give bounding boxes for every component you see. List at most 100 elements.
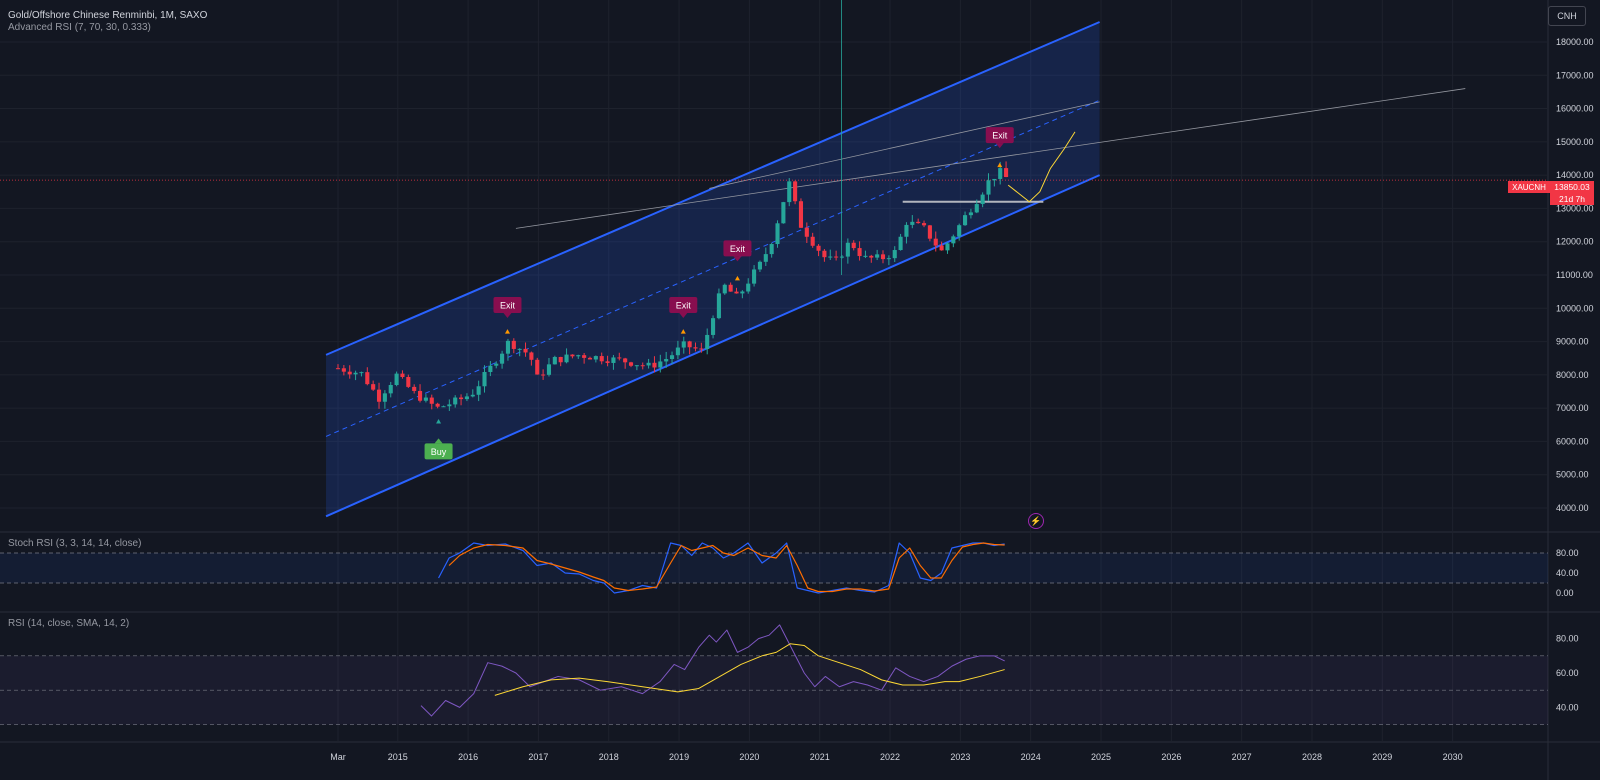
candle-body	[365, 372, 370, 385]
y-tick-label: 15000.00	[1556, 137, 1594, 147]
candle-body	[400, 373, 405, 377]
candle-body	[628, 362, 634, 366]
candle-body	[746, 283, 751, 292]
candle-body	[382, 393, 387, 402]
candle-body	[716, 293, 721, 319]
stoch-y-tick-label: 0.00	[1556, 588, 1574, 598]
candle-body	[857, 248, 862, 257]
currency-button[interactable]: CNH	[1548, 6, 1586, 26]
candle-body	[793, 181, 798, 202]
candle-body	[558, 356, 563, 363]
candle-body	[593, 356, 598, 360]
candle-body	[669, 355, 675, 360]
x-tick-label: 2020	[739, 752, 759, 762]
candle-body	[734, 291, 739, 294]
candle-body	[634, 365, 639, 367]
candle-body	[640, 365, 645, 367]
rsi-ma-line	[494, 643, 1005, 696]
exit-signal-label-box	[493, 296, 522, 313]
candle-body	[488, 365, 493, 373]
signal-marker	[997, 162, 1003, 168]
candle-body	[939, 245, 944, 251]
x-tick-label: 2025	[1091, 752, 1111, 762]
candle-body	[880, 254, 886, 260]
candle-body	[927, 225, 932, 239]
x-tick-label: 2026	[1161, 752, 1181, 762]
candle-body	[353, 372, 358, 375]
stoch-y-tick-label: 40.00	[1556, 568, 1579, 578]
candle-body	[658, 361, 663, 368]
exit-signal-label: Exit	[730, 244, 746, 254]
y-tick-label: 16000.00	[1556, 104, 1594, 114]
candle-body	[435, 403, 440, 407]
candle-body	[371, 384, 376, 390]
candle-body	[664, 359, 669, 362]
x-tick-label: 2015	[388, 752, 408, 762]
stoch-rsi-label: Stoch RSI (3, 3, 14, 14, close)	[8, 538, 142, 549]
y-tick-label: 18000.00	[1556, 37, 1594, 47]
candle-body	[828, 256, 833, 258]
candle-body	[347, 371, 352, 375]
candle-body	[816, 245, 821, 251]
exit-signal-label-box	[669, 296, 698, 313]
exit-signal-label-box	[723, 240, 752, 257]
candle-body	[851, 242, 856, 249]
x-tick-label: 2021	[810, 752, 830, 762]
candle-body	[576, 355, 581, 357]
buy-signal-label-box	[424, 443, 453, 460]
candle-body	[921, 223, 927, 226]
candle-body	[482, 372, 487, 387]
candle-body	[933, 238, 938, 246]
channel-upper-line	[325, 21, 1101, 356]
candle-body	[523, 348, 528, 353]
candle-body	[781, 202, 786, 224]
candle-body	[652, 362, 657, 368]
candle-body	[599, 356, 604, 362]
candle-body	[341, 368, 346, 372]
candle-body	[412, 386, 417, 391]
candle-body	[886, 258, 891, 260]
candle-body	[963, 215, 968, 226]
last-price-badge: 13850.03 21d 7h	[1550, 181, 1594, 205]
candle-body	[775, 223, 780, 245]
candle-body	[974, 204, 979, 213]
x-tick-label: 2019	[669, 752, 689, 762]
x-tick-label: 2024	[1021, 752, 1041, 762]
candle-body	[511, 340, 516, 349]
candle-body	[951, 236, 956, 244]
candle-body	[535, 359, 540, 375]
candle-body	[394, 373, 399, 386]
y-tick-label: 9000.00	[1556, 337, 1589, 347]
candle-body	[705, 334, 710, 350]
candle-body	[505, 340, 511, 354]
exit-signal-label: Exit	[676, 300, 692, 310]
candle-body	[763, 254, 768, 262]
candle-body	[546, 364, 552, 375]
y-tick-label: 14000.00	[1556, 170, 1594, 180]
candle-body	[945, 243, 950, 251]
candle-body	[752, 269, 757, 284]
x-tick-label: 2029	[1372, 752, 1392, 762]
rsi-y-tick-label: 40.00	[1556, 702, 1579, 712]
exit-signal-pointer	[995, 143, 1004, 149]
candle-body	[359, 372, 364, 374]
candle-body	[605, 361, 610, 363]
x-tick-label: 2028	[1302, 752, 1322, 762]
last-price: 13850.03	[1554, 182, 1590, 192]
x-tick-label: 2018	[599, 752, 619, 762]
candle-body	[623, 358, 628, 363]
candle-body	[388, 385, 393, 394]
exit-signal-label: Exit	[500, 300, 516, 310]
bolt-icon[interactable]: ⚡	[1028, 513, 1044, 529]
exit-signal-label: Exit	[992, 131, 1008, 141]
candle-body	[757, 261, 762, 270]
y-tick-label: 6000.00	[1556, 436, 1589, 446]
candle-body	[769, 244, 774, 255]
rsi-line	[420, 624, 1005, 717]
x-tick-label: Mar	[330, 752, 346, 762]
candle-body	[992, 178, 997, 181]
stoch-y-tick-label: 80.00	[1556, 548, 1579, 558]
candle-body	[376, 389, 382, 402]
